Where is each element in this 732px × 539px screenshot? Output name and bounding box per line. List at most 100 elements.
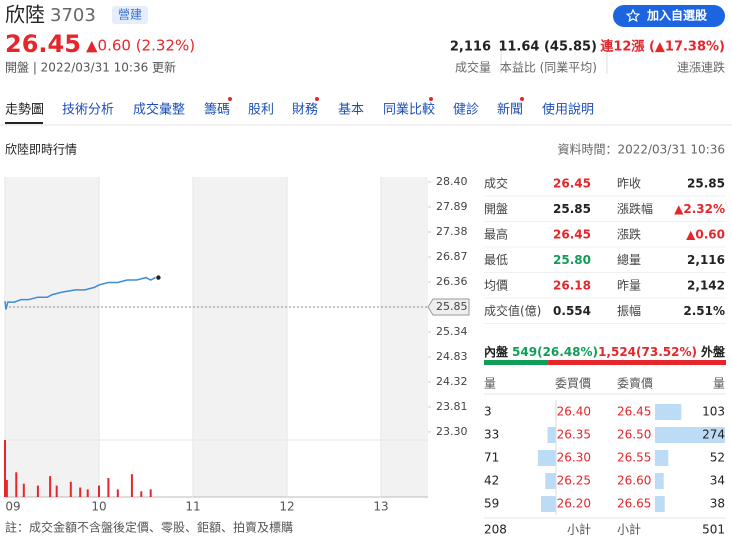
ask-bar [655, 404, 682, 420]
tab[interactable]: 股利 [248, 103, 274, 118]
inner-pct: (26.48%) [537, 345, 598, 359]
quote-label: 總量 [617, 252, 641, 267]
ask-total: 501 [702, 523, 725, 537]
y-tick-label: 23.81 [436, 400, 468, 413]
bid-bar [547, 427, 556, 443]
quote-label: 最低 [484, 253, 508, 267]
bid-volume: 3 [484, 405, 492, 419]
x-tick-label: 12 [279, 500, 294, 514]
note: 註：成交金額不含盤後定價、零股、鉅額、拍賣及標購 [5, 520, 293, 535]
tab-dot [228, 97, 232, 101]
inner-volume: 549 [512, 345, 537, 359]
y-tick-label: 23.30 [436, 425, 468, 438]
ask-price: 26.60 [617, 474, 651, 488]
volume-bar [22, 483, 25, 497]
quote-value: ▲2.32% [674, 202, 725, 216]
quote-value: 25.85 [553, 202, 591, 216]
tab-underline [5, 122, 43, 124]
tab[interactable]: 新聞 [497, 102, 523, 118]
quote-label: 振幅 [617, 303, 641, 318]
tag-bg [112, 6, 148, 24]
subtotal-label: 小計 [567, 522, 591, 537]
quote-label: 最高 [484, 227, 508, 242]
bid-volume: 59 [484, 497, 499, 511]
stat-value: 連12漲 (▲17.38%) [600, 39, 725, 55]
x-tick-label: 11 [185, 500, 200, 514]
order-header: 量 [484, 377, 496, 391]
outer-label: 外盤 [701, 344, 726, 359]
volume-bar [49, 476, 52, 497]
industry-tag: 營建 [118, 8, 142, 22]
tab[interactable]: 走勢圖 [5, 103, 44, 118]
quote-value: 25.85 [687, 177, 725, 191]
quote-label: 昨量 [617, 279, 641, 293]
status: 開盤 | 2022/03/31 10:36 更新 [5, 60, 176, 75]
tab[interactable]: 籌碼 [204, 103, 230, 118]
inner-label: 內盤 [484, 344, 509, 359]
order-header: 委賣價 [617, 376, 653, 391]
tab[interactable]: 成交彙整 [133, 102, 185, 118]
bid-volume: 33 [484, 428, 499, 442]
volume-bar [5, 479, 8, 497]
subtotal-label: 小計 [617, 522, 641, 537]
ask-volume: 52 [710, 451, 725, 465]
y-tick-label: 26.36 [436, 275, 468, 288]
tab[interactable]: 技術分析 [62, 103, 114, 118]
column-shade [381, 177, 428, 497]
stat-value: 11.64 (45.85) [498, 40, 597, 55]
price: 26.45 [5, 30, 81, 58]
outer-bar [548, 360, 726, 365]
quote-value: 2,142 [687, 279, 725, 293]
bid-price: 26.30 [557, 451, 591, 465]
change: ▲0.60 (2.32%) [86, 37, 195, 55]
quote-label: 開盤 [484, 202, 508, 216]
bid-total: 208 [484, 523, 507, 537]
quote-label: 成交 [484, 176, 508, 191]
bid-bar [545, 473, 556, 489]
tab[interactable]: 同業比較 [383, 102, 435, 118]
bid-price: 26.35 [557, 428, 591, 442]
ask-price: 26.45 [617, 405, 651, 419]
volume-bar [36, 485, 39, 497]
stat-label: 連漲連跌 [677, 60, 725, 75]
stock-code: 3703 [50, 5, 96, 26]
tab[interactable]: 使用說明 [542, 102, 594, 118]
bid-bar [540, 496, 556, 512]
y-tick-label: 25.34 [436, 325, 468, 338]
volume-bar [55, 485, 58, 497]
quote-value: ▲0.60 [686, 228, 725, 242]
button-label: 加入自選股 [646, 8, 708, 23]
reference-box [427, 298, 470, 316]
quote-value: 0.554 [553, 304, 591, 318]
x-tick-label: 13 [373, 500, 388, 514]
y-tick-label: 27.89 [436, 200, 468, 213]
quote-label: 漲跌 [617, 227, 641, 242]
volume-bar [79, 487, 82, 497]
volume-bar [4, 440, 6, 497]
quote-label: 均價 [484, 279, 508, 293]
y-tick-label: 24.32 [436, 375, 468, 388]
add-watchlist-button[interactable]: 加入自選股 [613, 5, 725, 27]
price-line [4, 276, 156, 310]
tab[interactable]: 基本 [338, 103, 364, 118]
order-header: 量 [713, 377, 725, 391]
y-tick-label: 28.40 [436, 175, 468, 188]
order-header: 委買價 [555, 377, 591, 391]
x-tick-label: 09 [5, 500, 20, 514]
quote-value: 25.80 [553, 253, 591, 267]
volume-bar [130, 474, 133, 497]
tab[interactable]: 健診 [453, 102, 479, 118]
stat-value: 2,116 [450, 40, 491, 55]
volume-bar [98, 485, 100, 497]
tab[interactable]: 財務 [292, 103, 318, 118]
quote-label: 漲跌幅 [617, 201, 653, 216]
inner-bar [484, 360, 549, 365]
ask-price: 26.50 [617, 428, 651, 442]
quote-value: 26.45 [553, 228, 591, 242]
ask-bar [655, 450, 669, 466]
outer-pct: (73.52%) [636, 345, 697, 359]
volume-bar [149, 489, 152, 497]
volume-bar [140, 491, 143, 497]
ask-volume: 103 [702, 405, 725, 419]
